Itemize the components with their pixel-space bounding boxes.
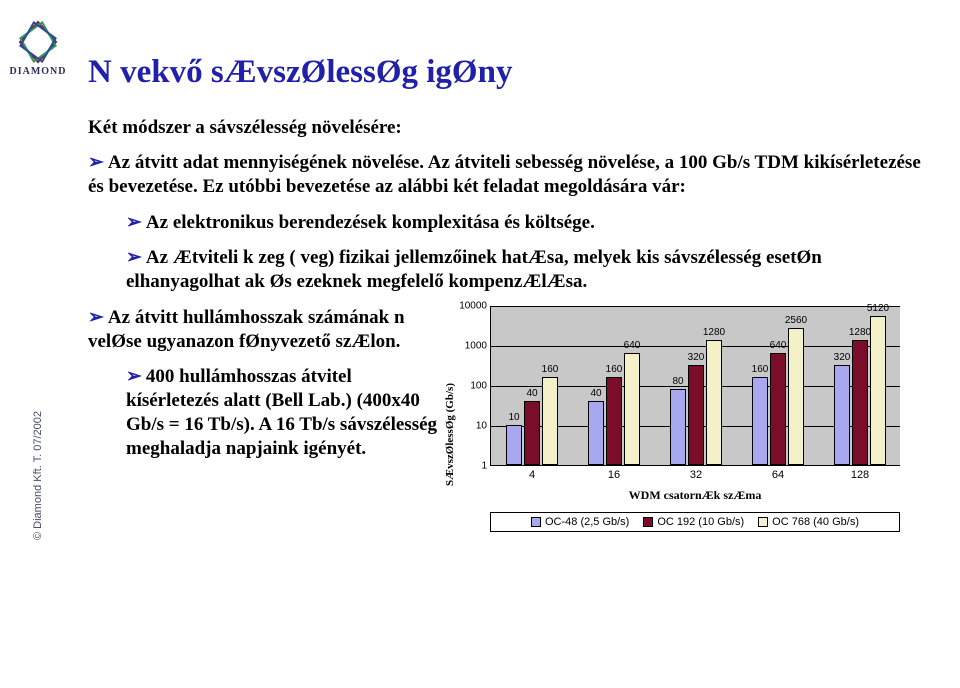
y-tick-label: 100 (470, 380, 487, 391)
bullet-1-text: Az átvitt adat mennyiségének növelése. A… (88, 152, 921, 197)
y-tick-label: 1 (481, 460, 487, 471)
x-tick-label: 16 (608, 469, 620, 481)
slide-content: N vekvő sÆvszØlessØg igØny Két módszer a… (88, 54, 938, 536)
intro-text: Két módszer a sávszélesség növelésére: (88, 117, 938, 139)
y-tick-label: 10000 (459, 300, 487, 311)
bar (706, 340, 722, 464)
arrow-icon: ➢ (126, 366, 142, 387)
x-tick-label: 128 (851, 469, 869, 481)
legend-label: OC 768 (40 Gb/s) (772, 516, 859, 528)
bullet-4-text: Az átvitt hullámhosszak számának n velØs… (88, 307, 405, 352)
x-tick-label: 4 (529, 469, 535, 481)
bar-value-label: 160 (542, 364, 559, 375)
legend-swatch (531, 517, 541, 527)
bar-value-label: 320 (688, 352, 705, 363)
bullet-1: ➢Az átvitt adat mennyiségének növelése. … (88, 151, 938, 199)
y-tick-label: 1000 (465, 340, 487, 351)
bar (870, 316, 886, 464)
logo: DIAMOND (8, 20, 68, 77)
y-tick-label: 10 (476, 420, 487, 431)
bar-group: 80 320 1280 (655, 306, 737, 465)
bar-group: 10 40 160 (491, 306, 573, 465)
bar (788, 328, 804, 464)
legend-item: OC 192 (10 Gb/s) (643, 516, 744, 528)
bullet-2-text: Az elektronikus berendezések komplexitás… (146, 212, 595, 233)
bar (506, 425, 522, 465)
bullet-3-text: Az Ætviteli k zeg ( veg) fizikai jellemz… (126, 247, 822, 292)
arrow-icon: ➢ (126, 247, 142, 268)
bar-value-label: 160 (752, 364, 769, 375)
arrow-icon: ➢ (126, 212, 142, 233)
bar (670, 389, 686, 465)
bar-value-label: 1280 (703, 327, 725, 338)
bar (834, 365, 850, 465)
legend-swatch (758, 517, 768, 527)
legend-swatch (643, 517, 653, 527)
bar-value-label: 160 (606, 364, 623, 375)
bar (524, 401, 540, 465)
bar-value-label: 80 (672, 376, 683, 387)
bandwidth-chart: SÆvszØlessØg (Gb/s) 11010010001000010401… (458, 306, 928, 536)
bar-value-label: 2560 (785, 315, 807, 326)
bar-value-label: 1280 (849, 327, 871, 338)
bar-group: 320 1280 5120 (819, 306, 901, 465)
bar-value-label: 10 (508, 412, 519, 423)
arrow-icon: ➢ (88, 307, 104, 328)
bar-value-label: 40 (590, 388, 601, 399)
bar (606, 377, 622, 465)
x-axis-label: WDM csatornÆk szÆma (490, 488, 900, 503)
legend-label: OC 192 (10 Gb/s) (657, 516, 744, 528)
bar (770, 353, 786, 465)
copyright: © Diamond Kft. T. 07/2002 (32, 411, 44, 540)
lower-left-column: ➢Az átvitt hullámhosszak számának n velØ… (88, 306, 458, 473)
legend-item: OC-48 (2,5 Gb/s) (531, 516, 629, 528)
slide-title: N vekvő sÆvszØlessØg igØny (88, 54, 938, 91)
bar (752, 377, 768, 465)
chart-legend: OC-48 (2,5 Gb/s) OC 192 (10 Gb/s) OC 768 (… (490, 512, 900, 532)
bar-value-label: 640 (770, 340, 787, 351)
bar-value-label: 40 (526, 388, 537, 399)
bullet-2: ➢Az elektronikus berendezések komplexitá… (88, 211, 938, 235)
bar (624, 353, 640, 465)
bullet-3: ➢Az Ætviteli k zeg ( veg) fizikai jellem… (88, 246, 938, 294)
bar-group: 40 160 640 (573, 306, 655, 465)
x-tick-label: 32 (690, 469, 702, 481)
bar-value-label: 320 (834, 352, 851, 363)
bullet-4: ➢Az átvitt hullámhosszak számának n velØ… (88, 306, 448, 354)
legend-label: OC-48 (2,5 Gb/s) (545, 516, 629, 528)
bar (688, 365, 704, 465)
logo-label: DIAMOND (8, 66, 68, 77)
bullet-5-text: 400 hullámhosszas átvitel kísérletezés a… (126, 366, 437, 458)
bar (852, 340, 868, 464)
bar (542, 377, 558, 465)
y-axis-label: SÆvszØlessØg (Gb/s) (444, 383, 456, 486)
x-tick-label: 64 (772, 469, 784, 481)
legend-item: OC 768 (40 Gb/s) (758, 516, 859, 528)
bar-group: 160 640 2560 (737, 306, 819, 465)
arrow-icon: ➢ (88, 152, 104, 173)
logo-graphic (16, 20, 60, 64)
bar-value-label: 640 (624, 340, 641, 351)
bullet-5: ➢400 hullámhosszas átvitel kísérletezés … (88, 365, 448, 460)
chart-plot-area: 1101001000100001040160440160640168032012… (490, 306, 900, 466)
bar (588, 401, 604, 465)
bar-value-label: 5120 (867, 303, 889, 314)
